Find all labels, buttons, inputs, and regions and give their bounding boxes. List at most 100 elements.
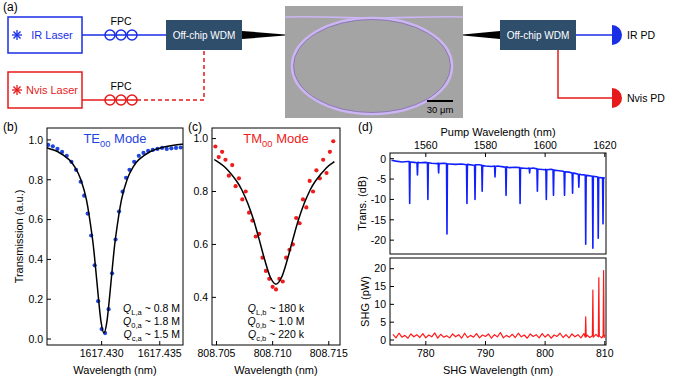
y-axis-title: SHG (pW)	[359, 276, 371, 327]
nvis-fiber	[82, 99, 137, 101]
data-point	[51, 144, 55, 148]
lensed-fiber-in	[242, 31, 285, 39]
y-tick	[47, 299, 51, 300]
ir-laser-label: IR Laser	[31, 29, 73, 41]
nvis-detector	[612, 88, 622, 108]
panel-letter: (c)	[188, 120, 202, 134]
data-point	[308, 179, 312, 183]
y-tick	[47, 139, 51, 140]
x-tick	[545, 153, 546, 157]
nvis-laser-box	[8, 72, 82, 108]
x-tick	[485, 153, 486, 157]
ir-detector	[612, 25, 622, 45]
q-annotation-rest: ~ 1.5 M	[142, 328, 180, 340]
y-tick-label: 0.4	[28, 253, 43, 265]
ir-fiber	[82, 34, 166, 36]
y-tick-label: 5	[380, 316, 386, 328]
x-tick	[604, 153, 605, 157]
mode-title: TE00 Mode	[83, 131, 146, 149]
q-annotation-rest: ~ 180 k	[267, 302, 305, 314]
plot-frame	[47, 128, 183, 345]
mode-title-base: TM	[243, 131, 262, 146]
y-tick-label: -20	[371, 234, 386, 246]
ir-out-fiber	[576, 34, 612, 36]
data-point	[311, 189, 315, 193]
data-point	[217, 155, 221, 159]
y-axis-title: Trans. (dB)	[356, 176, 368, 231]
x-tick	[545, 341, 546, 345]
data-point	[324, 171, 328, 175]
panel-letter: (d)	[358, 120, 373, 134]
x-tick-label: 808.715	[310, 347, 348, 359]
figure: (a)IR LaserFPCNvis LaserFPCOff-chip WDM3…	[0, 0, 675, 383]
laser-icon	[17, 31, 21, 35]
fpc-loop	[105, 30, 115, 40]
x-tick-label: 1600	[533, 139, 557, 151]
q-annotation: Qc,a ~ 1.5 M	[124, 328, 180, 343]
y-tick	[390, 340, 394, 341]
y-tick	[390, 179, 394, 180]
x-tick-label: 1580	[474, 139, 498, 151]
y-tick-label: -10	[371, 193, 386, 205]
x-tick-label: 808.705	[198, 347, 236, 359]
lensed-fiber-out	[463, 31, 500, 39]
q-annotation-base: Q	[123, 315, 131, 327]
wdm-out-box	[500, 20, 576, 50]
y-tick	[390, 268, 394, 269]
fpc-label: FPC	[111, 15, 132, 27]
q-annotation-sub: L,b	[256, 308, 267, 317]
plot-frame	[390, 153, 606, 254]
y-axis-title: Transmission (a.u.)	[13, 190, 25, 284]
mode-title-rest: Mode	[273, 131, 309, 146]
y-tick	[390, 240, 394, 241]
y-tick-label: 0.4	[193, 291, 208, 303]
data-point	[274, 287, 278, 291]
data-point	[244, 189, 248, 193]
q-annotation-base: Q	[248, 315, 256, 327]
data-line	[47, 144, 183, 333]
plot-area	[391, 160, 604, 248]
x-tick-label: 800	[536, 347, 554, 359]
x-tick-label: 1617.435	[138, 347, 182, 359]
x-tick	[328, 341, 329, 345]
plot-background	[212, 128, 340, 345]
x-tick-label: 1560	[414, 139, 438, 151]
data-point	[169, 146, 173, 150]
plot-background	[390, 153, 606, 254]
fpc-loop	[127, 95, 137, 105]
q-annotation-base: Q	[248, 328, 256, 340]
wdm-in-label: Off-chip WDM	[173, 30, 236, 41]
y-tick-label: 0.6	[193, 238, 208, 250]
data-point	[179, 145, 183, 149]
data-point	[220, 150, 224, 154]
chart-1: 808.705808.710808.7150.40.60.81.0Wavelen…	[188, 120, 348, 376]
data-line	[393, 270, 605, 338]
x-tick	[216, 341, 217, 345]
chart-3: 78079080081005101520SHG Wavelength (nm)S…	[359, 258, 613, 376]
y-tick-label: 10	[374, 298, 386, 310]
y-tick	[390, 286, 394, 287]
plot-area	[213, 139, 335, 291]
laser-icon	[17, 86, 21, 90]
mode-title-base: TE	[83, 131, 100, 146]
data-point	[230, 163, 234, 167]
y-tick-label: 0.8	[193, 185, 208, 197]
y-tick	[47, 259, 51, 260]
x-axis-title: Wavelength (nm)	[73, 364, 156, 376]
data-point	[174, 146, 178, 150]
ir-pd-label: IR PD	[627, 29, 655, 41]
data-point	[314, 168, 318, 172]
q-annotation-rest: ~ 1.8 M	[142, 315, 180, 327]
fpc-loop	[116, 95, 126, 105]
wdm-in-box	[166, 20, 242, 50]
plot-frame	[390, 258, 606, 345]
x-tick	[101, 341, 102, 345]
x-tick-label: 1620	[593, 139, 617, 151]
plot-area	[47, 143, 183, 335]
y-tick-label: 0	[380, 153, 386, 165]
y-tick	[212, 138, 216, 139]
y-tick-label: 15	[374, 280, 386, 292]
nvis-fiber-dashed	[137, 50, 204, 100]
q-annotation: Qc,b ~ 220 k	[248, 328, 305, 343]
microring	[292, 18, 452, 114]
